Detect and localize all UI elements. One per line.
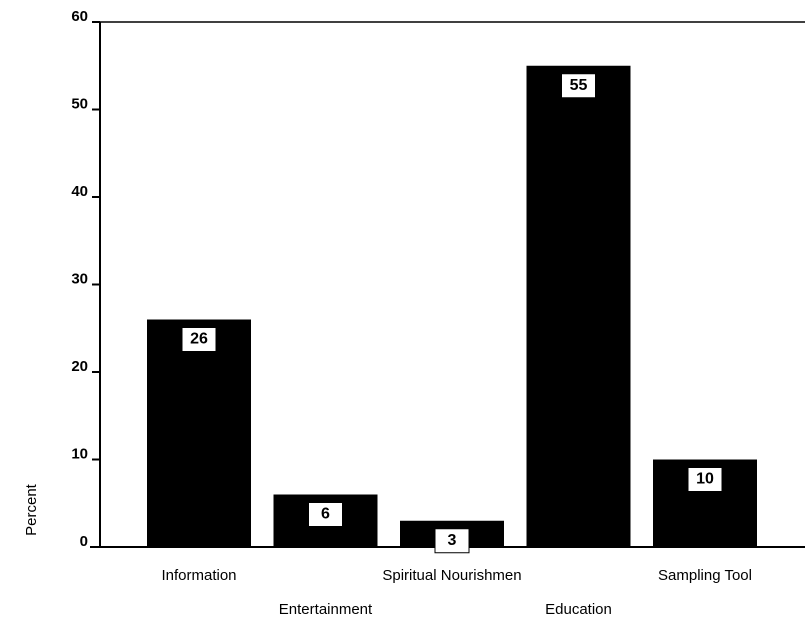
- value-label: 55: [570, 77, 588, 94]
- value-label-box: [181, 327, 217, 352]
- bar: [526, 65, 631, 547]
- y-tick-label: 30: [71, 270, 88, 287]
- y-tick-label: 60: [71, 8, 88, 25]
- value-label: 6: [321, 506, 330, 523]
- x-tick-label: Education: [545, 601, 612, 618]
- value-label-box: [434, 528, 470, 554]
- x-tick-label: Information: [161, 567, 236, 584]
- bar: [147, 319, 251, 547]
- x-tick-label: Sampling Tool: [658, 567, 752, 584]
- y-axis-label: Percent: [23, 483, 40, 536]
- value-label: 10: [696, 471, 714, 488]
- y-tick-label: 10: [71, 445, 88, 462]
- x-tick-label: Entertainment: [279, 601, 373, 618]
- value-label: 26: [190, 331, 208, 348]
- x-tick-label: Spiritual Nourishmen: [382, 567, 521, 584]
- y-tick-label: 20: [71, 358, 88, 375]
- value-label: 3: [448, 532, 457, 549]
- value-label-box: [687, 467, 723, 492]
- y-tick-label: 0: [80, 533, 88, 550]
- value-label-box: [308, 502, 343, 527]
- y-tick-label: 50: [71, 95, 88, 112]
- value-label-box: [561, 73, 596, 99]
- y-tick-label: 40: [71, 183, 88, 200]
